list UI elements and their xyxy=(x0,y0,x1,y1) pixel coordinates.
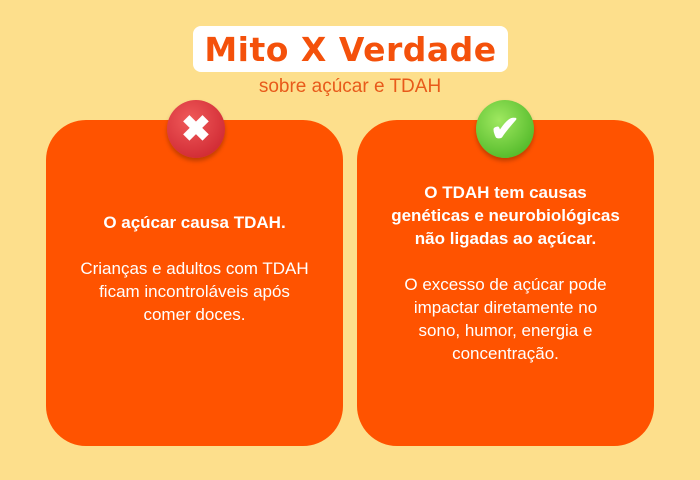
myth-heading: O açúcar causa TDAH. xyxy=(103,212,286,232)
myth-body: Crianças e adultos com TDAH ficam incont… xyxy=(80,258,309,324)
truth-heading: O TDAH tem causas genéticas e neurobioló… xyxy=(391,183,620,248)
check-icon: ✔ xyxy=(476,100,534,158)
truth-body: O excesso de açúcar pode impactar direta… xyxy=(404,275,607,363)
title-box: Mito X Verdade xyxy=(193,26,508,72)
page-title: Mito X Verdade xyxy=(204,29,497,69)
page-subtitle: sobre açúcar e TDAH xyxy=(258,76,442,97)
myth-card: O açúcar causa TDAH. Crianças e adultos … xyxy=(46,120,343,446)
truth-card: O TDAH tem causas genéticas e neurobioló… xyxy=(357,120,654,446)
x-icon: ✖ xyxy=(167,100,225,158)
